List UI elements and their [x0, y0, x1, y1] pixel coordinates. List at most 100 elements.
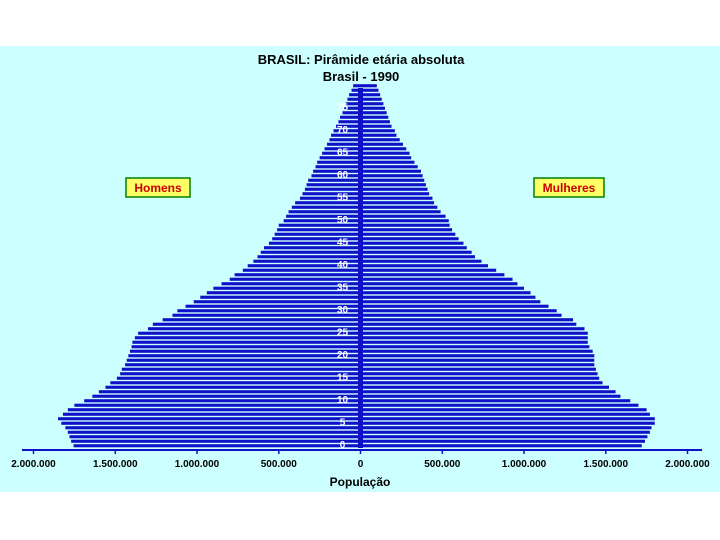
x-ticks: 2.000.000 1.500.000 1.000.000 500.000 0 500.0… [11, 450, 710, 470]
age-labels: 0 5 10 15 20 25 30 35 40 45 50 55 60 65 70 75 [337, 103, 349, 452]
bar-homens-age-49 [278, 223, 361, 227]
bar-mulheres-age-22 [360, 345, 590, 349]
bar-homens-age-29 [172, 313, 361, 317]
bar-homens-age-36 [221, 282, 361, 286]
age-label-5: 5 [340, 418, 346, 429]
bar-mulheres-age-76 [360, 102, 384, 106]
bar-homens-age-20 [128, 354, 361, 358]
bar-mulheres-age-79 [360, 88, 379, 92]
legend-homens-label: Homens [134, 181, 182, 195]
legend-mulheres-box [533, 177, 605, 198]
bar-homens-age-39 [242, 268, 361, 272]
bar-homens-age-11 [92, 394, 361, 398]
bar-homens-age-50 [283, 219, 361, 223]
bar-mulheres-age-72 [360, 120, 390, 124]
age-label-50: 50 [337, 215, 349, 226]
bar-mulheres-age-3 [360, 430, 650, 434]
bar-homens-age-21 [129, 349, 361, 353]
bar-mulheres-age-7 [360, 412, 650, 416]
age-label-0: 0 [340, 440, 346, 451]
bar-mulheres-age-50 [360, 219, 449, 223]
bar-homens-age-19 [126, 358, 361, 362]
bar-mulheres-age-33 [360, 295, 536, 299]
bar-mulheres-age-55 [360, 196, 433, 200]
chart-title: BRASIL: Pirâmide etária absoluta [258, 52, 465, 67]
bar-homens-age-14 [110, 381, 361, 385]
bar-homens-age-48 [277, 228, 361, 232]
bar-homens-age-57 [304, 187, 361, 191]
bar-homens-age-9 [74, 403, 361, 407]
bar-homens-age-79 [351, 88, 361, 92]
age-label-10: 10 [337, 395, 349, 406]
bar-homens-age-67 [326, 142, 361, 146]
bar-homens-age-33 [200, 295, 361, 299]
bar-mulheres-age-43 [360, 250, 472, 254]
bar-homens-age-2 [69, 435, 361, 439]
bar-homens-age-23 [132, 340, 361, 344]
bar-homens-age-15 [116, 376, 361, 380]
bar-mulheres-age-40 [360, 264, 489, 268]
bar-mulheres-age-48 [360, 228, 453, 232]
bar-mulheres-age-64 [360, 156, 412, 160]
bar-homens-age-0 [73, 444, 361, 448]
bar-homens-age-3 [67, 430, 361, 434]
bar-homens-age-12 [98, 390, 361, 394]
bar-mulheres-age-63 [360, 160, 415, 164]
bar-mulheres-age-23 [360, 340, 588, 344]
bar-mulheres-age-13 [360, 385, 610, 389]
bar-mulheres-age-10 [360, 399, 631, 403]
bar-homens-age-17 [121, 367, 361, 371]
bar-homens-age-40 [247, 264, 361, 268]
age-label-20: 20 [337, 350, 349, 361]
bar-homens-age-64 [319, 156, 361, 160]
population-pyramid-chart: BRASIL: Pirâmide etária absoluta Brasil … [0, 46, 720, 492]
bar-homens-age-27 [152, 322, 361, 326]
age-label-45: 45 [337, 238, 349, 249]
bar-homens-age-31 [185, 304, 361, 308]
bar-homens-age-73 [340, 115, 361, 119]
bar-mulheres-age-8 [360, 408, 647, 412]
bar-mulheres-age-19 [360, 358, 595, 362]
bar-mulheres-age-80 [360, 84, 377, 88]
bar-mulheres-age-15 [360, 376, 600, 380]
bar-homens-age-55 [300, 196, 361, 200]
bar-mulheres-age-57 [360, 187, 428, 191]
age-label-75: 75 [337, 103, 349, 114]
bar-homens-age-41 [253, 259, 361, 263]
bar-mulheres-age-56 [360, 192, 430, 196]
bar-homens-age-44 [264, 246, 361, 250]
bar-mulheres-age-29 [360, 313, 562, 317]
bar-homens-age-62 [315, 165, 361, 169]
bar-mulheres-age-30 [360, 309, 557, 313]
bar-mulheres-age-28 [360, 318, 574, 322]
bar-homens-age-25 [138, 331, 361, 335]
bar-homens-age-22 [131, 345, 361, 349]
bar-homens-age-46 [272, 237, 361, 241]
age-label-15: 15 [337, 373, 349, 384]
bar-mulheres-age-26 [360, 327, 585, 331]
bar-mulheres-age-61 [360, 169, 421, 173]
bar-homens-age-60 [311, 174, 361, 178]
bar-mulheres-age-25 [360, 331, 588, 335]
bar-mulheres-age-46 [360, 237, 459, 241]
bar-homens-age-69 [331, 133, 361, 137]
bar-homens-age-18 [125, 363, 361, 367]
bar-mulheres-age-32 [360, 300, 541, 304]
bar-homens-age-4 [65, 426, 361, 430]
bar-homens-age-6 [58, 417, 361, 421]
bar-mulheres-age-35 [360, 286, 524, 290]
bar-mulheres-age-5 [360, 421, 655, 425]
bar-homens-age-59 [308, 178, 361, 182]
bar-mulheres-age-17 [360, 367, 596, 371]
bar-homens-age-1 [71, 439, 361, 443]
age-label-60: 60 [337, 170, 349, 181]
age-label-65: 65 [337, 148, 349, 159]
bar-mulheres-age-39 [360, 268, 497, 272]
bar-homens-age-52 [288, 210, 361, 214]
x-tick-label: 0 [358, 459, 364, 470]
x-axis-title: População [330, 475, 391, 489]
bar-homens-age-5 [61, 421, 361, 425]
bar-homens-age-45 [268, 241, 361, 245]
bar-homens-age-34 [206, 291, 361, 295]
bar-mulheres-age-58 [360, 183, 426, 187]
